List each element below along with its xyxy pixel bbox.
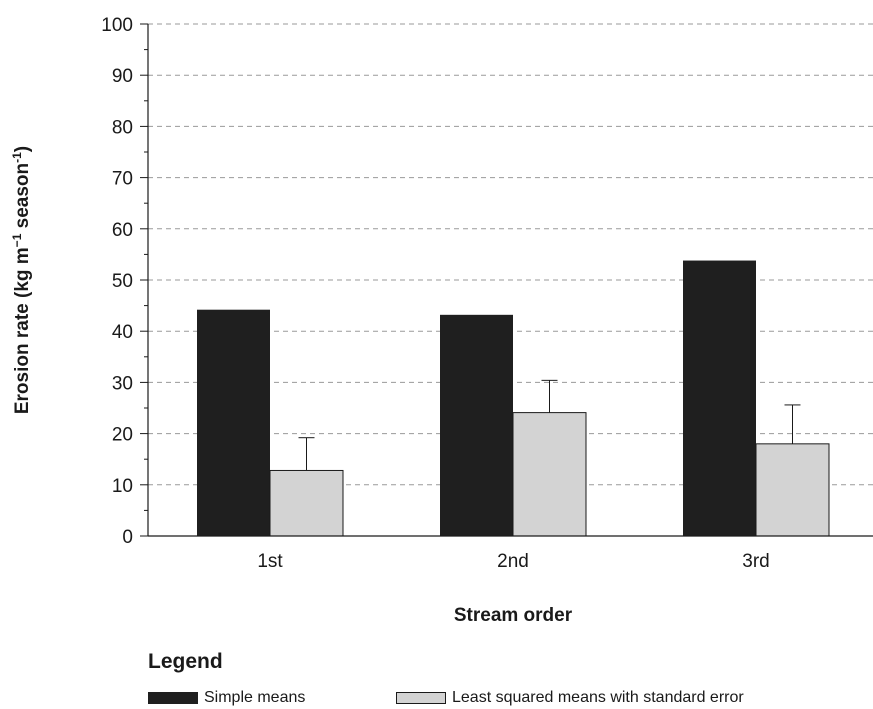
- bars: [197, 260, 830, 537]
- y-tick-label: 0: [122, 527, 133, 548]
- y-tick-label: 90: [112, 66, 133, 87]
- y-tick-label: 100: [101, 15, 133, 36]
- x-tick-label: 2nd: [497, 551, 529, 572]
- y-tick-label: 50: [112, 271, 133, 292]
- erosion-bar-chart: 0 10 20 30 40 50 60 70 80 90 100 1st 2nd 3rd Erosion …: [10, 15, 873, 626]
- y-tick-label: 60: [112, 220, 133, 241]
- bar-simple-means: [683, 260, 756, 536]
- y-tick-label: 30: [112, 373, 133, 394]
- y-tick-label: 70: [112, 169, 133, 190]
- axes: [140, 23, 873, 537]
- legend-label-simple-means: Simple means: [204, 689, 306, 706]
- legend-swatch-least-squared-means: [396, 692, 446, 704]
- x-tick-label: 1st: [257, 551, 283, 572]
- legend-label-least-squared-means: Least squared means with standard error: [452, 689, 744, 706]
- legend-swatch-simple-means: [148, 692, 198, 704]
- x-tick-label: 3rd: [742, 551, 769, 572]
- bar-simple-means: [197, 309, 270, 536]
- bar-simple-means: [440, 314, 513, 536]
- legend: Simple means Least squared means with st…: [148, 689, 868, 707]
- y-tick-label: 10: [112, 476, 133, 497]
- y-tick-label: 40: [112, 322, 133, 343]
- x-axis-title: Stream order: [454, 605, 573, 626]
- legend-item-simple-means: Simple means: [148, 689, 305, 707]
- y-tick-label: 80: [112, 117, 133, 138]
- tick-labels: 0 10 20 30 40 50 60 70 80 90 100 1st 2nd 3rd: [101, 15, 769, 572]
- legend-item-least-squared-means: Least squared means with standard error: [396, 689, 744, 707]
- bar-least-squared-means: [269, 469, 344, 537]
- legend-title: Legend: [148, 650, 223, 673]
- y-axis-title: Erosion rate (kg m−1 season-1): [10, 146, 33, 414]
- bar-least-squared-means: [755, 443, 830, 537]
- y-tick-label: 20: [112, 425, 133, 446]
- bar-least-squared-means: [512, 412, 587, 537]
